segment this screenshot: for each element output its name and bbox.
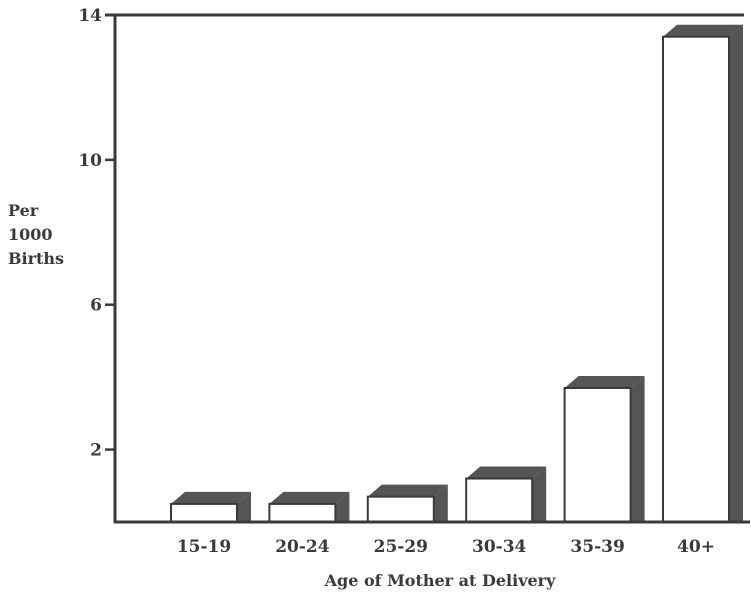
y-tick-label-10: 10 — [78, 151, 102, 171]
x-tick-label-40+: 40+ — [677, 537, 715, 557]
bar-side-20-24 — [335, 491, 350, 522]
bar-top-35-39 — [564, 376, 645, 389]
bar-15-19 — [170, 491, 251, 523]
y-tick-label-6: 6 — [90, 296, 102, 316]
y-ticks-group: 2 6 10 14 — [78, 6, 115, 461]
bar-top-25-29 — [367, 484, 448, 497]
axes-group — [105, 13, 750, 524]
bar-face-40+ — [662, 35, 730, 523]
bar-side-35-39 — [630, 376, 645, 522]
x-tick-label-20-24: 20-24 — [275, 537, 330, 557]
bar-face-25-29 — [366, 495, 435, 523]
bar-face-35-39 — [563, 387, 632, 523]
y-axis-title-line-1: Per — [8, 201, 39, 220]
bar-top-40+ — [663, 24, 743, 37]
bar-face-20-24 — [268, 502, 337, 523]
bar-face-30-34 — [465, 477, 534, 523]
x-tick-label-15-19: 15-19 — [177, 537, 231, 557]
x-tick-labels-group: 15-19 20-24 25-29 30-34 35-39 40+ — [177, 537, 715, 557]
bar-top-30-34 — [466, 466, 547, 479]
bar-top-20-24 — [269, 491, 350, 504]
bar-side-25-29 — [433, 484, 448, 522]
y-axis-title-line-2: 1000 — [8, 225, 53, 244]
bar-side-15-19 — [237, 491, 251, 522]
x-tick-label-35-39: 35-39 — [570, 537, 624, 557]
bar-side-30-34 — [532, 466, 547, 522]
bar-30-34 — [465, 466, 547, 523]
bar-top-15-19 — [171, 491, 251, 504]
bar-20-24 — [268, 491, 350, 523]
y-axis-title-line-3: Births — [8, 249, 64, 268]
x-tick-label-25-29: 25-29 — [374, 537, 428, 557]
x-tick-label-30-34: 30-34 — [472, 537, 527, 557]
bar-face-15-19 — [170, 502, 238, 523]
bars-group — [170, 24, 743, 523]
bar-35-39 — [563, 376, 645, 523]
bar-40+ — [662, 24, 743, 523]
x-axis-title: Age of Mother at Delivery — [324, 571, 557, 590]
y-tick-label-2: 2 — [90, 441, 102, 461]
y-tick-label-14: 14 — [78, 6, 102, 26]
bar-25-29 — [366, 484, 448, 523]
bar-side-40+ — [729, 24, 743, 522]
